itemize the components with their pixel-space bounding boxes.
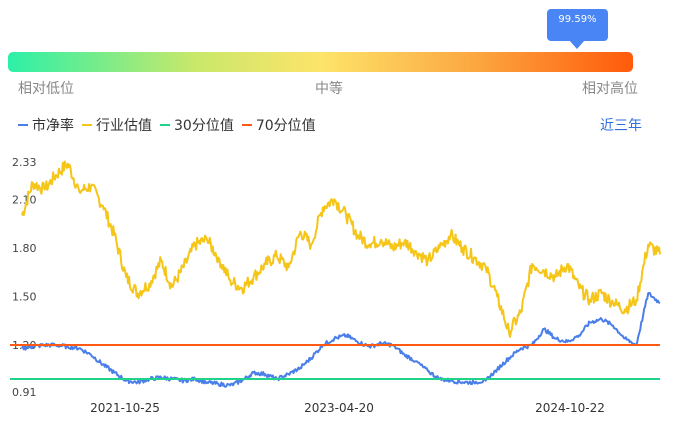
legend-label-p30: 30分位值 bbox=[174, 118, 234, 134]
gauge-high-label: 相对高位 bbox=[582, 81, 638, 97]
y-tick-label: 1.50 bbox=[12, 290, 37, 303]
legend-label-p70: 70分位值 bbox=[255, 118, 316, 134]
legend-swatch-p30 bbox=[160, 124, 170, 126]
legend-item-p30[interactable]: 30分位值 bbox=[160, 115, 234, 135]
legend-swatch-pb bbox=[18, 124, 28, 126]
legend-swatch-p70 bbox=[241, 124, 252, 126]
legend-label-pb: 市净率 bbox=[32, 118, 74, 134]
gauge-marker-tooltip: 99.59% bbox=[547, 9, 608, 49]
legend-item-industry[interactable]: 行业估值 bbox=[82, 115, 152, 135]
x-tick-label: 2021-10-25 bbox=[90, 401, 160, 415]
series-line-industry bbox=[21, 160, 661, 338]
legend-item-pb[interactable]: 市净率 bbox=[18, 115, 74, 135]
x-tick-label: 2023-04-20 bbox=[304, 401, 374, 415]
y-tick-label: 2.33 bbox=[12, 156, 37, 169]
legend-label-industry: 行业估值 bbox=[96, 118, 152, 134]
series-line-pb bbox=[21, 291, 661, 388]
x-tick-label: 2024-10-22 bbox=[535, 401, 605, 415]
gauge-marker-label: 99.59% bbox=[558, 14, 597, 25]
gauge-mid-label: 中等 bbox=[315, 81, 343, 97]
gauge-low-label: 相对低位 bbox=[18, 81, 74, 97]
legend-swatch-industry bbox=[82, 124, 92, 126]
y-tick-label: 0.91 bbox=[12, 386, 37, 399]
chart-legend: 市净率 行业估值 30分位值 70分位值 bbox=[18, 115, 316, 135]
y-tick-label: 1.80 bbox=[12, 242, 37, 255]
legend-item-p70[interactable]: 70分位值 bbox=[241, 115, 316, 135]
valuation-gauge-bar bbox=[8, 52, 633, 72]
period-selector[interactable]: 近三年 bbox=[600, 118, 642, 134]
y-tick-label: 2.10 bbox=[12, 193, 37, 206]
